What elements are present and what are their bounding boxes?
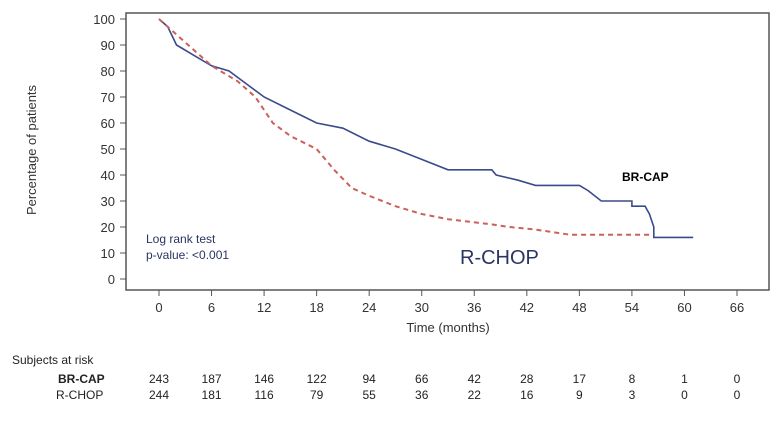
risk-table-title: Subjects at risk (12, 353, 94, 367)
y-tick-label: 70 (101, 90, 115, 105)
plot-frame (125, 12, 770, 291)
risk-value: 79 (310, 388, 324, 402)
risk-value: 0 (734, 372, 741, 386)
y-tick-label: 0 (108, 272, 115, 287)
x-tick-label: 30 (414, 300, 428, 315)
risk-value: 244 (149, 388, 169, 402)
y-tick-label: 40 (101, 168, 115, 183)
y-tick-label: 80 (101, 64, 115, 79)
y-tick-label: 50 (101, 142, 115, 157)
y-tick-label: 60 (101, 116, 115, 131)
x-tick-label: 54 (625, 300, 639, 315)
risk-value: 66 (415, 372, 429, 386)
risk-value: 28 (520, 372, 534, 386)
risk-value: 36 (415, 388, 429, 402)
x-tick-label: 0 (155, 300, 162, 315)
risk-value: 0 (734, 388, 741, 402)
p-value: p-value: <0.001 (146, 248, 229, 262)
x-tick-label: 12 (257, 300, 271, 315)
x-tick-label: 60 (677, 300, 691, 315)
risk-value: 8 (629, 372, 636, 386)
risk-value: 146 (254, 372, 274, 386)
risk-value: 3 (629, 388, 636, 402)
risk-value: 243 (149, 372, 169, 386)
risk-row-label: R-CHOP (56, 388, 103, 402)
y-axis-label: Percentage of patients (24, 84, 39, 215)
risk-value: 17 (573, 372, 587, 386)
y-tick-label: 20 (101, 220, 115, 235)
x-axis-label: Time (months) (406, 320, 489, 335)
risk-value: 1 (681, 372, 688, 386)
label-brcap: BR-CAP (622, 170, 669, 184)
y-tick-label: 10 (101, 246, 115, 261)
risk-row-label: BR-CAP (58, 372, 105, 386)
series-line-r-chop (158, 18, 650, 236)
y-tick-label: 100 (93, 12, 115, 27)
x-tick-label: 6 (208, 300, 215, 315)
risk-value: 116 (255, 388, 274, 402)
y-tick-label: 90 (101, 38, 115, 53)
series-line-br-cap (158, 18, 694, 239)
risk-value: 0 (681, 388, 688, 402)
log-rank-title: Log rank test (146, 232, 216, 246)
y-tick-label: 30 (101, 194, 115, 209)
risk-value: 122 (307, 372, 327, 386)
x-tick-label: 18 (309, 300, 323, 315)
x-tick-label: 36 (467, 300, 481, 315)
risk-value: 42 (468, 372, 482, 386)
x-tick-label: 48 (572, 300, 586, 315)
risk-value: 181 (202, 388, 222, 402)
label-rchop: R-CHOP (460, 247, 539, 269)
risk-value: 22 (468, 388, 482, 402)
risk-value: 9 (576, 388, 583, 402)
risk-value: 55 (363, 388, 377, 402)
x-tick-label: 24 (362, 300, 376, 315)
risk-value: 16 (520, 388, 534, 402)
x-tick-label: 42 (520, 300, 534, 315)
risk-value: 187 (202, 372, 222, 386)
risk-value: 94 (363, 372, 377, 386)
x-tick-label: 66 (730, 300, 744, 315)
